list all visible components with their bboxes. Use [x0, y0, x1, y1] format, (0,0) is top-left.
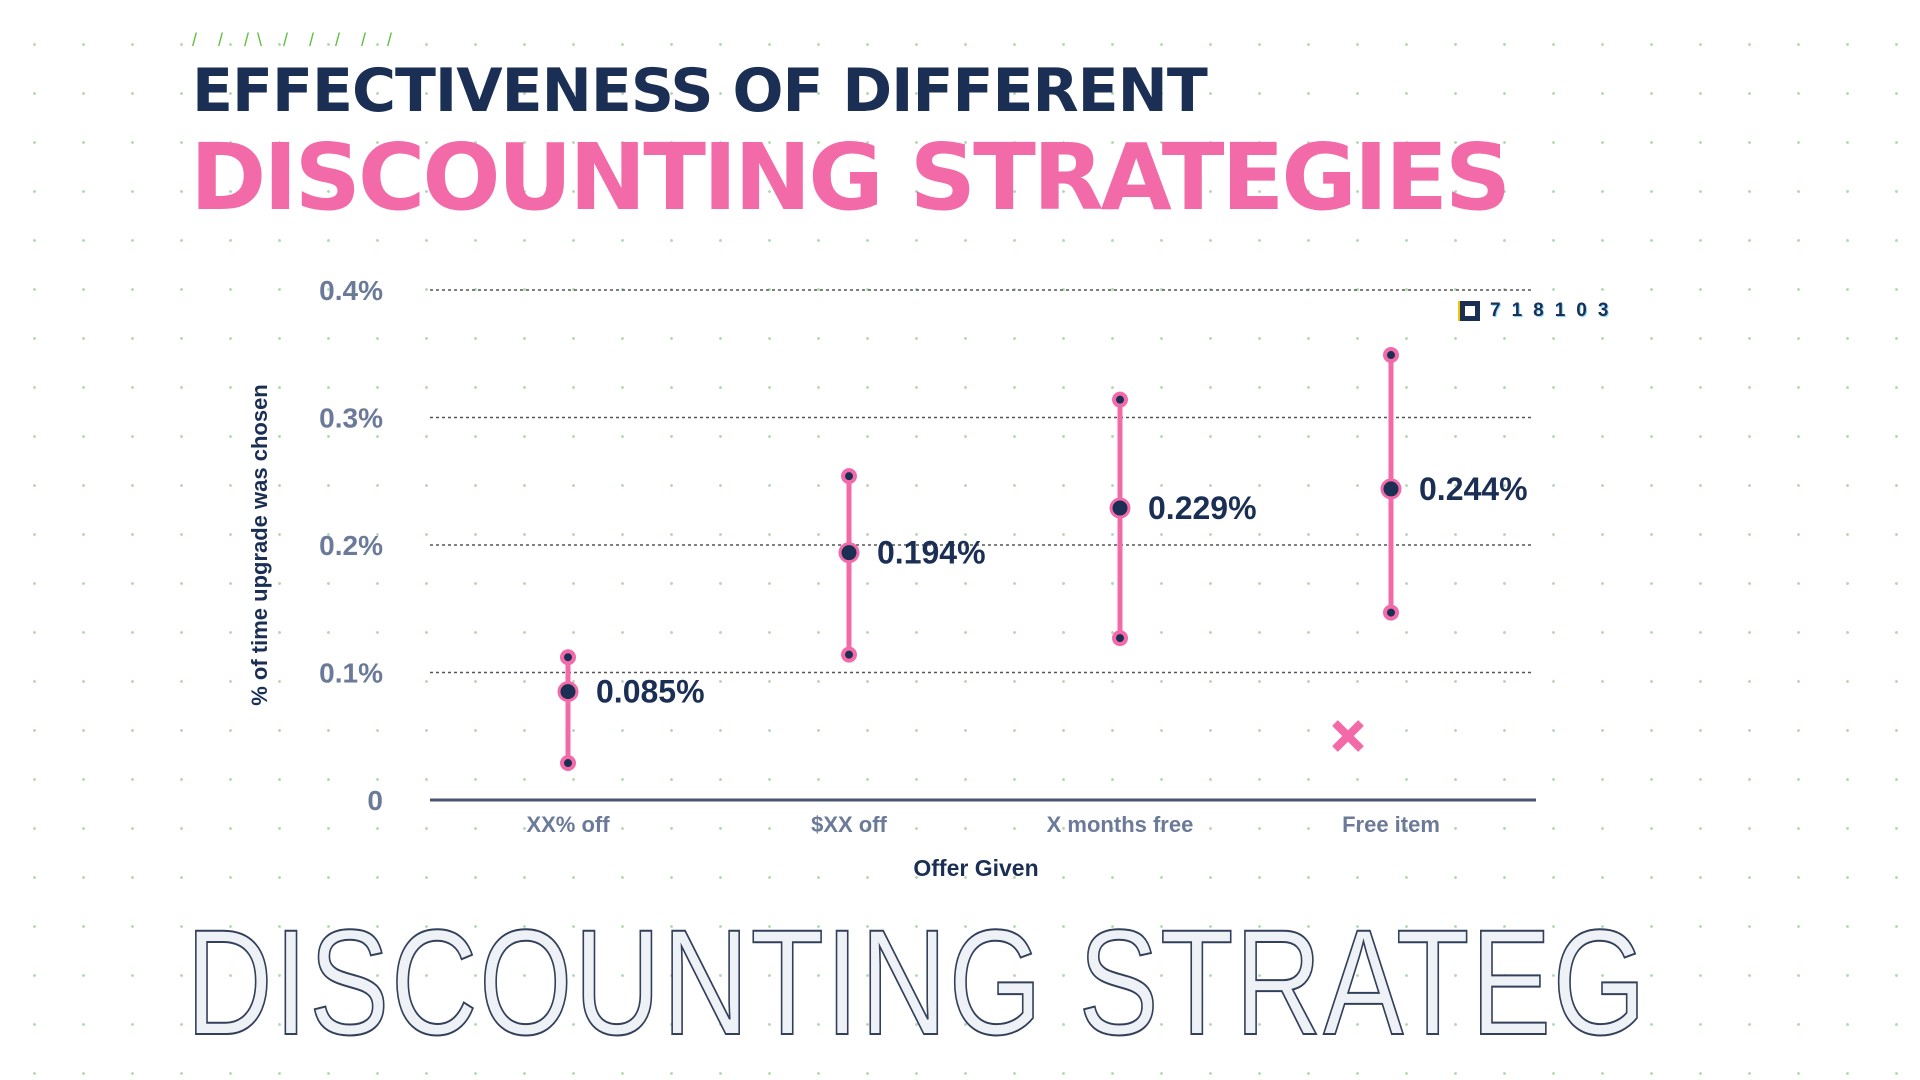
error-cap	[560, 649, 576, 666]
y-tick-label: 0.3%	[319, 403, 383, 434]
y-tick-label: 0.4%	[319, 275, 383, 306]
legend-code: 718103	[1490, 300, 1620, 321]
y-tick-label: 0.1%	[319, 658, 383, 689]
x-axis-label: Offer Given	[913, 855, 1038, 881]
decoration-marks: / / /\ / / / / /	[192, 30, 401, 50]
error-cap	[1383, 604, 1399, 621]
x-tick-label: Free item	[1342, 812, 1440, 837]
square-icon	[1460, 301, 1480, 321]
y-tick-label: 0	[367, 785, 383, 816]
data-point	[1109, 497, 1131, 519]
data-point	[838, 542, 860, 564]
data-label: 0.085%	[596, 674, 705, 710]
outline-text: DISCOUNTING STRATEG	[185, 898, 1648, 1066]
title-line-2: DISCOUNTING STRATEGIES	[190, 124, 1511, 231]
data-label: 0.194%	[877, 535, 986, 571]
title-line-1: EFFECTIVENESS OF DIFFERENT	[192, 56, 1208, 126]
error-cap	[841, 468, 857, 485]
data-label: 0.229%	[1148, 490, 1257, 526]
data-point	[1380, 478, 1402, 500]
x-tick-label: X months free	[1047, 812, 1194, 837]
x-tick-label: $XX off	[811, 812, 887, 837]
error-cap	[1383, 347, 1399, 364]
y-tick-label: 0.2%	[319, 530, 383, 561]
legend: 718103	[1460, 300, 1619, 322]
error-cap	[560, 755, 576, 772]
x-stroke	[1332, 720, 1364, 752]
x-mark-icon	[1332, 720, 1364, 752]
data-point	[557, 681, 579, 703]
y-axis-label: % of time upgrade was chosen	[247, 384, 272, 706]
error-cap	[841, 646, 857, 663]
data-label: 0.244%	[1419, 471, 1528, 507]
error-cap	[1112, 391, 1128, 408]
error-cap	[1112, 630, 1128, 647]
x-tick-label: XX% off	[526, 812, 610, 837]
